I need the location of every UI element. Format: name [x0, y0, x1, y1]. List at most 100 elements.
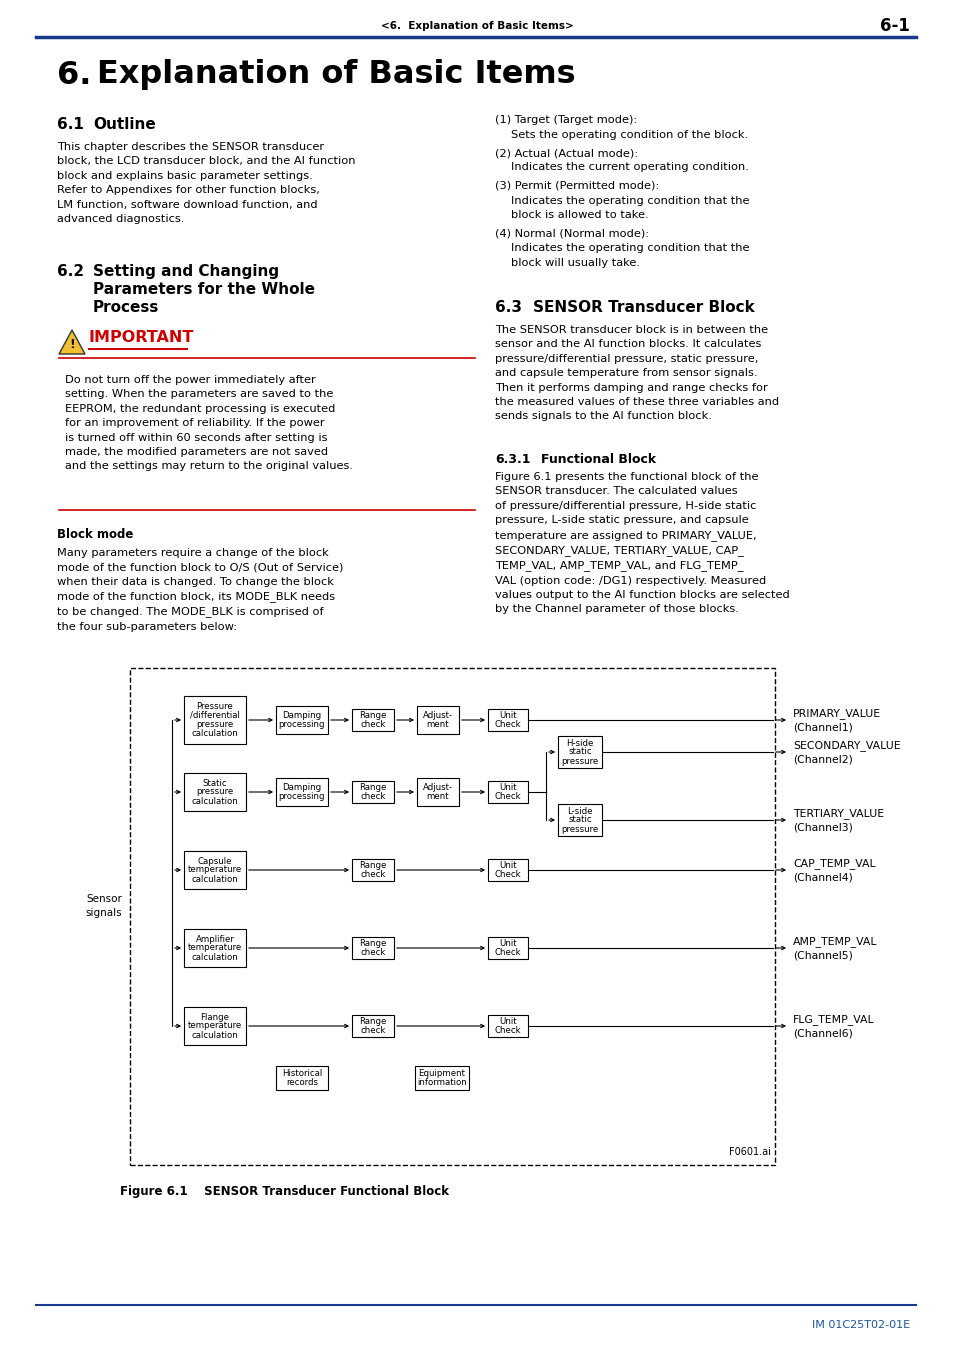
- Text: Unit: Unit: [498, 940, 517, 948]
- Text: calculation: calculation: [192, 875, 238, 883]
- Bar: [352, 782, 394, 803]
- Text: Explanation of Basic Items: Explanation of Basic Items: [97, 59, 575, 90]
- Bar: [184, 774, 246, 811]
- Text: SENSOR Transducer Block: SENSOR Transducer Block: [533, 300, 754, 315]
- Text: Sensor
signals: Sensor signals: [85, 894, 122, 918]
- Text: Block mode: Block mode: [57, 528, 133, 541]
- Bar: [352, 937, 394, 958]
- Text: L-side: L-side: [567, 806, 592, 815]
- Text: Sets the operating condition of the block.: Sets the operating condition of the bloc…: [511, 130, 747, 139]
- Bar: [488, 859, 527, 882]
- Bar: [488, 709, 527, 730]
- Text: records: records: [286, 1079, 317, 1087]
- Text: Unit: Unit: [498, 1017, 517, 1026]
- Text: Do not turn off the power immediately after
setting. When the parameters are sav: Do not turn off the power immediately af…: [65, 375, 353, 471]
- Text: 6.3: 6.3: [495, 300, 521, 315]
- Text: Range: Range: [359, 783, 386, 792]
- Text: temperature: temperature: [188, 1022, 242, 1030]
- Text: processing: processing: [278, 792, 325, 801]
- Text: Adjust-: Adjust-: [422, 783, 453, 792]
- Bar: [488, 937, 527, 958]
- Text: Equipment: Equipment: [418, 1069, 465, 1079]
- Text: Many parameters require a change of the block
mode of the function block to O/S : Many parameters require a change of the …: [57, 548, 343, 632]
- Text: (2) Actual (Actual mode):: (2) Actual (Actual mode):: [495, 148, 638, 158]
- Text: F0601.ai: F0601.ai: [728, 1148, 770, 1157]
- Text: Static: Static: [202, 779, 227, 787]
- Text: (Channel1): (Channel1): [792, 724, 852, 733]
- Text: temperature: temperature: [188, 865, 242, 875]
- Text: Check: Check: [495, 1026, 520, 1035]
- Bar: [275, 706, 328, 734]
- Bar: [488, 782, 527, 803]
- Text: Check: Check: [495, 869, 520, 879]
- Text: H-side: H-side: [566, 738, 593, 748]
- Text: check: check: [360, 869, 385, 879]
- Text: ment: ment: [426, 720, 449, 729]
- Text: Historical: Historical: [281, 1069, 322, 1079]
- Text: block is allowed to take.: block is allowed to take.: [511, 211, 648, 220]
- Text: Parameters for the Whole: Parameters for the Whole: [92, 282, 314, 297]
- Text: !: !: [69, 339, 74, 351]
- Text: (1) Target (Target mode):: (1) Target (Target mode):: [495, 115, 637, 126]
- Text: Indicates the operating condition that the: Indicates the operating condition that t…: [511, 196, 749, 205]
- Text: calculation: calculation: [192, 1030, 238, 1040]
- Bar: [352, 859, 394, 882]
- Text: Capsule: Capsule: [197, 856, 232, 865]
- Text: Range: Range: [359, 940, 386, 948]
- Text: Functional Block: Functional Block: [540, 454, 656, 466]
- Text: check: check: [360, 792, 385, 801]
- Text: 6.1: 6.1: [57, 117, 84, 132]
- Text: Range: Range: [359, 1017, 386, 1026]
- Text: temperature: temperature: [188, 944, 242, 953]
- Text: FLG_TEMP_VAL: FLG_TEMP_VAL: [792, 1015, 874, 1026]
- Text: pressure: pressure: [196, 787, 233, 796]
- Text: pressure: pressure: [560, 825, 598, 833]
- Text: 6.2: 6.2: [57, 265, 84, 279]
- Bar: [184, 850, 246, 890]
- Text: Range: Range: [359, 861, 386, 871]
- Text: pressure: pressure: [560, 756, 598, 765]
- Text: (Channel3): (Channel3): [792, 824, 852, 833]
- Text: 6.3.1: 6.3.1: [495, 454, 530, 466]
- Text: Process: Process: [92, 300, 159, 315]
- Text: Damping: Damping: [282, 711, 321, 720]
- Bar: [416, 706, 458, 734]
- Text: calculation: calculation: [192, 796, 238, 806]
- Text: SECONDARY_VALUE: SECONDARY_VALUE: [792, 741, 900, 752]
- Text: /differential: /differential: [190, 711, 240, 720]
- Text: (Channel2): (Channel2): [792, 755, 852, 765]
- Bar: [352, 709, 394, 730]
- Text: Pressure: Pressure: [196, 702, 233, 711]
- Text: (Channel6): (Channel6): [792, 1029, 852, 1040]
- Text: calculation: calculation: [192, 729, 238, 738]
- Text: calculation: calculation: [192, 953, 238, 961]
- Bar: [184, 1007, 246, 1045]
- Text: check: check: [360, 720, 385, 729]
- Text: Setting and Changing: Setting and Changing: [92, 265, 279, 279]
- Text: This chapter describes the SENSOR transducer
block, the LCD transducer block, an: This chapter describes the SENSOR transd…: [57, 142, 355, 224]
- Text: Check: Check: [495, 792, 520, 801]
- Text: TERTIARY_VALUE: TERTIARY_VALUE: [792, 809, 883, 819]
- Text: Unit: Unit: [498, 711, 517, 720]
- Text: Check: Check: [495, 720, 520, 729]
- Text: check: check: [360, 1026, 385, 1035]
- Bar: [558, 805, 601, 836]
- Text: 6-1: 6-1: [880, 18, 909, 35]
- Text: Unit: Unit: [498, 783, 517, 792]
- Text: (4) Normal (Normal mode):: (4) Normal (Normal mode):: [495, 228, 648, 239]
- Text: Check: Check: [495, 948, 520, 957]
- Bar: [416, 778, 458, 806]
- Bar: [130, 668, 774, 1165]
- Text: Indicates the current operating condition.: Indicates the current operating conditio…: [511, 162, 748, 173]
- Text: The SENSOR transducer block is in between the
sensor and the AI function blocks.: The SENSOR transducer block is in betwee…: [495, 325, 779, 421]
- Bar: [488, 1015, 527, 1037]
- Text: static: static: [568, 748, 591, 756]
- Text: Unit: Unit: [498, 861, 517, 871]
- Text: Flange: Flange: [200, 1012, 230, 1022]
- Text: IM 01C25T02-01E: IM 01C25T02-01E: [811, 1320, 909, 1330]
- Text: AMP_TEMP_VAL: AMP_TEMP_VAL: [792, 937, 877, 948]
- Text: 6.: 6.: [57, 59, 91, 90]
- Text: (3) Permit (Permitted mode):: (3) Permit (Permitted mode):: [495, 181, 659, 190]
- Text: block will usually take.: block will usually take.: [511, 258, 639, 267]
- Text: processing: processing: [278, 720, 325, 729]
